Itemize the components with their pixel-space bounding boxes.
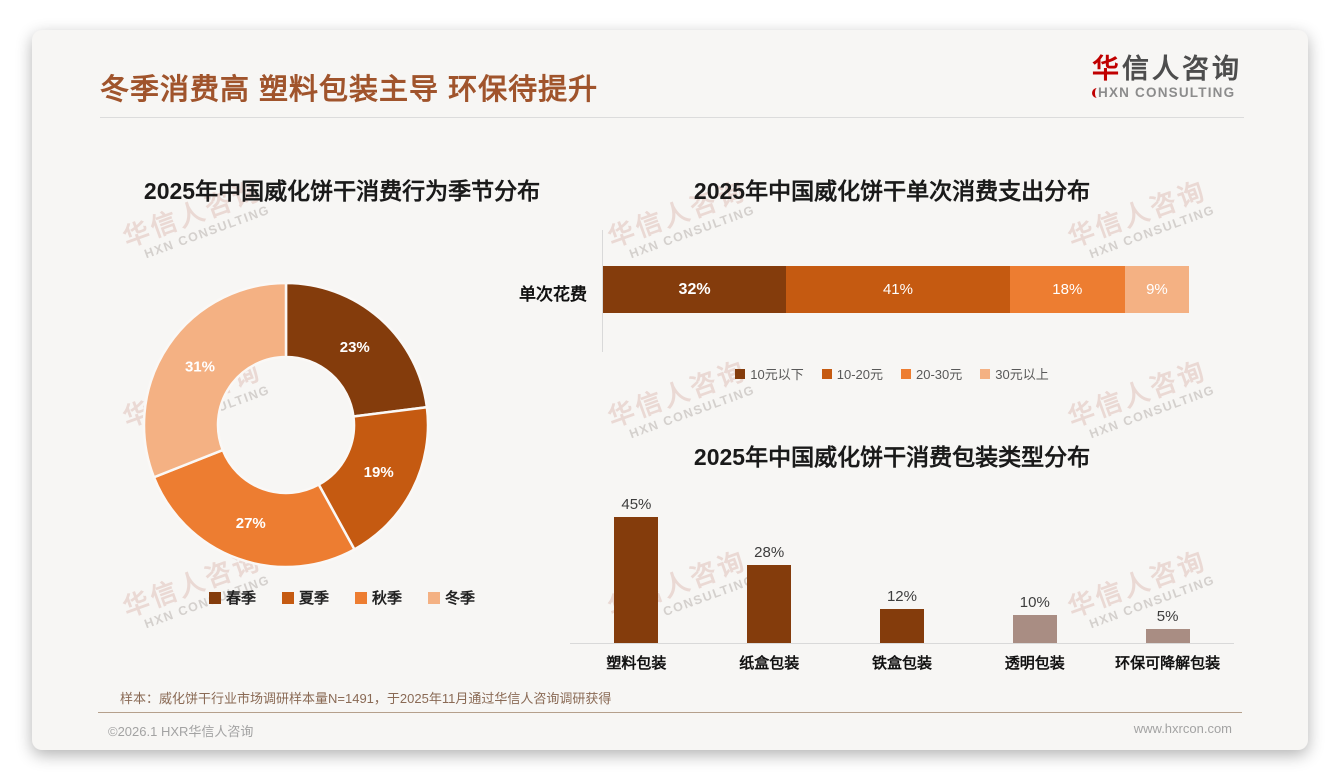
logo-chinese: 华信人咨询 <box>1092 54 1242 85</box>
bar-value-label: 12% <box>886 588 917 606</box>
bar-category-label: 纸盒包装 <box>739 655 800 672</box>
legend-label: 秋季 <box>372 590 403 607</box>
footer-divider <box>98 712 1242 713</box>
bar-塑料包装 <box>614 517 659 643</box>
bar-category-label: 透明包装 <box>1004 655 1065 672</box>
bar-铁盒包装 <box>879 609 924 643</box>
bar-column: 10% <box>968 594 1101 643</box>
bar-环保可降解包装 <box>1145 629 1190 643</box>
bar-value-label: 10% <box>1019 594 1050 611</box>
bar-column: 28% <box>703 544 836 643</box>
logo-english: HXN CONSULTING <box>1092 85 1242 100</box>
legend-label: 10元以下 <box>750 367 804 382</box>
stacked-chart-title: 2025年中国威化饼干单次消费支出分布 <box>693 178 1091 204</box>
legend-label: 冬季 <box>445 590 476 607</box>
stacked-legend: 10元以下 10-20元 20-30元 30元以上 <box>562 364 1222 383</box>
stacked-category-label: 单次花费 <box>519 285 587 304</box>
stacked-segment-10元以下: 32% <box>603 266 787 313</box>
bar-category-label: 环保可降解包装 <box>1115 655 1221 672</box>
bar-value-label: 5% <box>1156 608 1179 625</box>
slide-card: 华信人咨询 HXN CONSULTING 华信人咨询 HXN CONSULTING 华信… <box>32 30 1308 750</box>
stacked-chart-axis <box>602 230 603 352</box>
donut-chart-title: 2025年中国威化饼干消费行为季节分布 <box>143 178 541 204</box>
legend-item: 冬季 <box>428 587 475 608</box>
bar-category-label: 铁盒包装 <box>871 655 932 672</box>
packaging-chart-title: 2025年中国威化饼干消费包装类型分布 <box>693 444 1091 470</box>
legend-swatch <box>428 591 441 604</box>
title-divider <box>100 117 1244 118</box>
legend-item: 20-30元 <box>901 364 962 383</box>
bar-value-label: 45% <box>621 496 652 513</box>
legend-swatch <box>901 368 911 379</box>
packaging-chart-baseline <box>570 643 1234 644</box>
stacked-segment-10-20元: 41% <box>786 266 1010 313</box>
donut-chart: 23% 19% 27% 31% <box>142 281 430 569</box>
donut-slice-label: 23% <box>340 339 370 356</box>
legend-label: 春季 <box>225 590 256 607</box>
bar-纸盒包装 <box>747 564 792 643</box>
donut-slice-label: 27% <box>236 515 266 532</box>
legend-item: 秋季 <box>355 587 402 608</box>
bar-value-label: 28% <box>754 543 785 561</box>
logo-english-text: HXN CONSULTING <box>1098 85 1236 101</box>
donut-slice-夏季 <box>317 405 430 552</box>
donut-slice-冬季 <box>142 281 288 479</box>
bar-category-label: 塑料包装 <box>606 655 667 672</box>
source-note: 样本：威化饼干行业市场调研样本量N=1491，于2025年11月通过华信人咨询调… <box>120 691 612 706</box>
donut-legend: 春季 夏季 秋季 冬季 <box>72 587 612 608</box>
legend-item: 夏季 <box>281 587 329 608</box>
legend-label: 20-30元 <box>916 367 963 382</box>
footer-website: www.hxrcon.com <box>1133 721 1232 736</box>
legend-label: 10-20元 <box>836 367 883 382</box>
donut-slice-label: 31% <box>185 359 215 376</box>
bar-column: 5% <box>1101 608 1234 643</box>
legend-item: 30元以上 <box>980 364 1049 383</box>
legend-label: 30元以上 <box>995 367 1049 382</box>
stacked-segment-20-30元: 18% <box>1009 266 1125 313</box>
donut-slice-label: 19% <box>364 464 394 481</box>
bar-column: 45% <box>570 496 703 643</box>
legend-swatch <box>980 368 991 379</box>
stacked-segment-30元以上: 9% <box>1124 266 1189 313</box>
stacked-bar: 32% 41% 18% 9% <box>603 266 1189 313</box>
legend-swatch <box>821 368 832 379</box>
legend-item: 10-20元 <box>821 364 883 383</box>
logo-chars-gray: 信人咨询 <box>1122 54 1242 84</box>
donut-slice-秋季 <box>152 448 357 569</box>
bar-透明包装 <box>1012 615 1057 643</box>
bar-column: 12% <box>836 588 969 643</box>
logo-char-red: 华 <box>1092 54 1122 84</box>
legend-swatch <box>208 591 221 604</box>
legend-swatch <box>355 591 367 604</box>
legend-swatch <box>735 368 746 379</box>
donut-slice-春季 <box>284 281 429 418</box>
legend-swatch <box>281 591 294 604</box>
legend-item: 春季 <box>208 587 256 608</box>
logo-h-mark <box>1092 87 1097 98</box>
packaging-bar-chart: 45% 28% 12% 10% 5% <box>570 485 1234 643</box>
packaging-category-labels: 塑料包装 纸盒包装 铁盒包装 透明包装 环保可降解包装 <box>570 652 1234 673</box>
company-logo: 华信人咨询 HXN CONSULTING <box>1092 54 1242 100</box>
page-title: 冬季消费高 塑料包装主导 环保待提升 <box>100 74 599 106</box>
footer-copyright: ©2026.1 HXR华信人咨询 <box>108 724 254 739</box>
legend-label: 夏季 <box>298 590 329 607</box>
legend-item: 10元以下 <box>735 364 804 383</box>
